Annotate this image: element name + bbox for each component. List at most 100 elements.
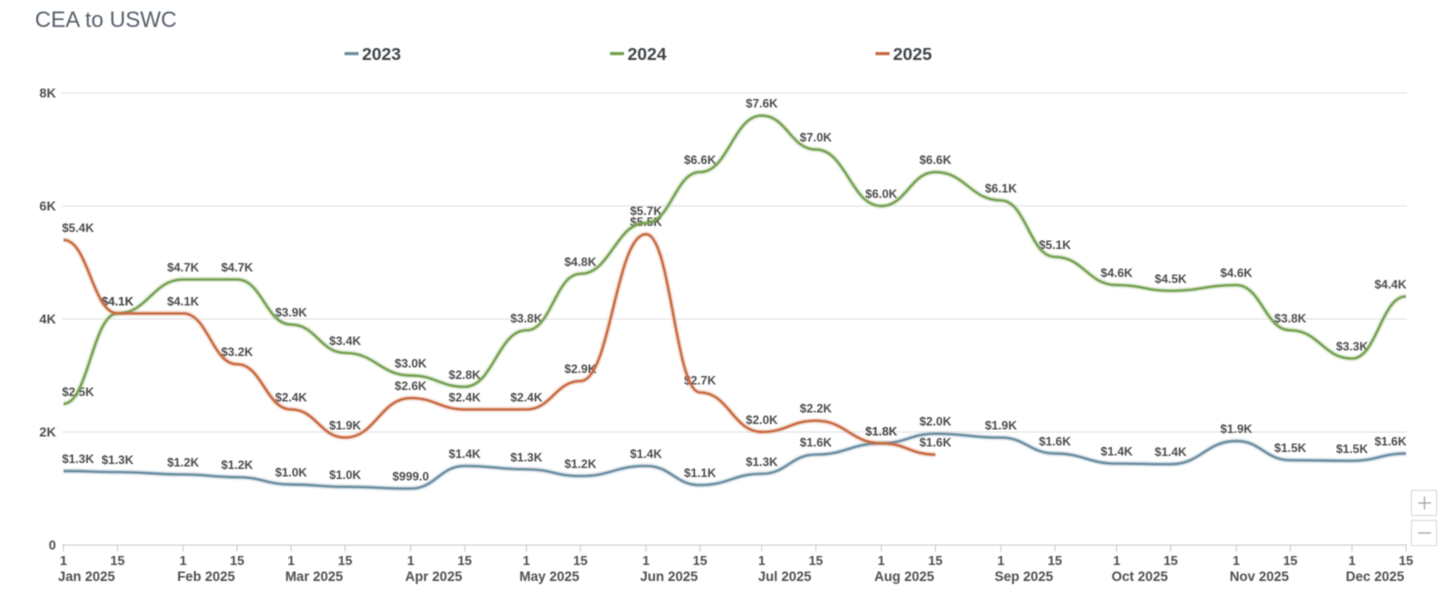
svg-text:$3.0K: $3.0K xyxy=(395,357,427,371)
svg-text:15: 15 xyxy=(809,553,823,568)
svg-text:$1.6K: $1.6K xyxy=(1374,435,1406,449)
svg-text:15: 15 xyxy=(1048,553,1062,568)
svg-text:$3.3K: $3.3K xyxy=(1336,340,1368,354)
svg-text:CEA to USWC: CEA to USWC xyxy=(35,7,177,32)
svg-text:$2.2K: $2.2K xyxy=(800,402,832,416)
svg-text:$5.7K: $5.7K xyxy=(630,204,662,218)
svg-text:8K: 8K xyxy=(39,86,56,101)
svg-text:15: 15 xyxy=(457,553,471,568)
svg-text:Nov 2025: Nov 2025 xyxy=(1230,569,1290,584)
svg-text:$4.4K: $4.4K xyxy=(1374,277,1406,291)
svg-text:2K: 2K xyxy=(39,425,56,440)
svg-text:2023: 2023 xyxy=(362,44,401,64)
svg-text:$1.9K: $1.9K xyxy=(1220,422,1252,436)
svg-text:15: 15 xyxy=(693,553,707,568)
svg-text:15: 15 xyxy=(110,553,124,568)
svg-text:15: 15 xyxy=(1163,553,1177,568)
svg-text:Jul 2025: Jul 2025 xyxy=(758,569,812,584)
svg-text:$1.9K: $1.9K xyxy=(985,419,1017,433)
svg-text:$2.9K: $2.9K xyxy=(564,362,596,376)
svg-text:$3.8K: $3.8K xyxy=(510,311,542,325)
svg-text:$999.0: $999.0 xyxy=(392,470,429,484)
svg-text:$6.6K: $6.6K xyxy=(684,153,716,167)
svg-text:$2.6K: $2.6K xyxy=(395,379,427,393)
svg-text:$1.2K: $1.2K xyxy=(564,457,596,471)
svg-text:15: 15 xyxy=(573,553,587,568)
svg-text:$4.6K: $4.6K xyxy=(1101,266,1133,280)
svg-text:Jan 2025: Jan 2025 xyxy=(58,569,116,584)
svg-text:$5.4K: $5.4K xyxy=(62,221,94,235)
svg-text:Oct 2025: Oct 2025 xyxy=(1112,569,1169,584)
svg-text:$1.4K: $1.4K xyxy=(449,447,481,461)
svg-text:1: 1 xyxy=(60,553,67,568)
svg-text:1: 1 xyxy=(878,553,885,568)
svg-text:$1.3K: $1.3K xyxy=(746,455,778,469)
svg-text:2025: 2025 xyxy=(893,44,932,64)
svg-text:$7.6K: $7.6K xyxy=(746,97,778,111)
svg-text:$3.9K: $3.9K xyxy=(275,306,307,320)
svg-text:May 2025: May 2025 xyxy=(519,569,580,584)
svg-text:$1.3K: $1.3K xyxy=(510,450,542,464)
svg-text:6K: 6K xyxy=(39,199,56,214)
svg-text:$2.4K: $2.4K xyxy=(510,390,542,404)
svg-text:$1.4K: $1.4K xyxy=(1155,445,1187,459)
svg-text:15: 15 xyxy=(928,553,942,568)
svg-text:$3.8K: $3.8K xyxy=(1274,311,1306,325)
svg-text:1: 1 xyxy=(1348,553,1355,568)
svg-text:$4.8K: $4.8K xyxy=(564,255,596,269)
svg-text:$4.1K: $4.1K xyxy=(101,294,133,308)
svg-text:$2.0K: $2.0K xyxy=(919,415,951,429)
svg-text:$1.0K: $1.0K xyxy=(329,468,361,482)
svg-text:$1.0K: $1.0K xyxy=(275,466,307,480)
svg-text:Feb 2025: Feb 2025 xyxy=(177,569,235,584)
svg-text:Sep 2025: Sep 2025 xyxy=(995,569,1054,584)
svg-text:$1.2K: $1.2K xyxy=(167,455,199,469)
svg-text:$2.8K: $2.8K xyxy=(449,368,481,382)
svg-text:4K: 4K xyxy=(39,312,56,327)
svg-text:Jun 2025: Jun 2025 xyxy=(640,569,698,584)
svg-text:15: 15 xyxy=(1399,553,1413,568)
svg-text:2024: 2024 xyxy=(628,44,667,64)
svg-text:0: 0 xyxy=(49,538,56,553)
svg-text:Mar 2025: Mar 2025 xyxy=(285,569,343,584)
svg-text:1: 1 xyxy=(407,553,414,568)
svg-text:15: 15 xyxy=(1283,553,1297,568)
svg-text:$1.9K: $1.9K xyxy=(329,419,361,433)
svg-text:$2.0K: $2.0K xyxy=(746,413,778,427)
svg-text:$1.6K: $1.6K xyxy=(1039,435,1071,449)
svg-text:$6.0K: $6.0K xyxy=(865,187,897,201)
svg-text:$1.4K: $1.4K xyxy=(1101,445,1133,459)
svg-text:1: 1 xyxy=(523,553,530,568)
svg-text:$1.5K: $1.5K xyxy=(1274,441,1306,455)
svg-text:$1.3K: $1.3K xyxy=(101,453,133,467)
svg-text:1: 1 xyxy=(287,553,294,568)
svg-text:$1.1K: $1.1K xyxy=(684,466,716,480)
svg-text:Aug 2025: Aug 2025 xyxy=(874,569,935,584)
svg-text:$1.6K: $1.6K xyxy=(919,436,951,450)
svg-text:1: 1 xyxy=(758,553,765,568)
svg-text:$2.4K: $2.4K xyxy=(449,390,481,404)
svg-text:$1.2K: $1.2K xyxy=(221,458,253,472)
svg-text:$3.2K: $3.2K xyxy=(221,345,253,359)
svg-text:$4.1K: $4.1K xyxy=(167,294,199,308)
svg-text:$1.6K: $1.6K xyxy=(800,436,832,450)
svg-text:$1.4K: $1.4K xyxy=(630,447,662,461)
svg-text:$1.8K: $1.8K xyxy=(865,424,897,438)
svg-text:$4.7K: $4.7K xyxy=(167,260,199,274)
svg-text:15: 15 xyxy=(338,553,352,568)
svg-text:Apr 2025: Apr 2025 xyxy=(405,569,463,584)
svg-text:1: 1 xyxy=(642,553,649,568)
svg-text:1: 1 xyxy=(997,553,1004,568)
svg-text:$1.8K: $1.8K xyxy=(865,424,897,438)
svg-text:1: 1 xyxy=(1113,553,1120,568)
svg-text:$3.4K: $3.4K xyxy=(329,334,361,348)
svg-text:$4.7K: $4.7K xyxy=(221,260,253,274)
svg-text:$4.5K: $4.5K xyxy=(1155,272,1187,286)
svg-text:$5.1K: $5.1K xyxy=(1039,238,1071,252)
svg-text:1: 1 xyxy=(179,553,186,568)
svg-text:$7.0K: $7.0K xyxy=(800,131,832,145)
svg-text:$4.1K: $4.1K xyxy=(101,294,133,308)
svg-text:$6.1K: $6.1K xyxy=(985,181,1017,195)
svg-text:15: 15 xyxy=(230,553,244,568)
svg-text:$1.3K: $1.3K xyxy=(62,452,94,466)
